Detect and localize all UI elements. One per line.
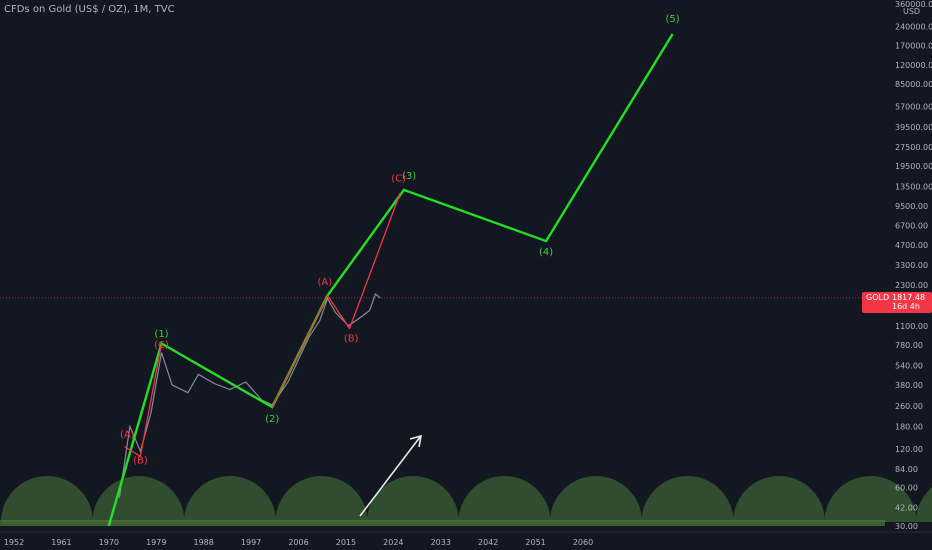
y-tick-label: 260.00 — [895, 402, 923, 411]
semicircle — [824, 476, 917, 522]
x-tick-label: 1988 — [193, 538, 213, 547]
y-tick-label: 2300.00 — [895, 281, 928, 290]
abc-correction-line — [271, 192, 401, 408]
y-tick-label: 360000.00 — [895, 0, 932, 9]
current-price-tag[interactable]: GOLD 1817.48 16d 4h — [862, 292, 932, 313]
y-tick-label: 85000.00 — [895, 80, 932, 89]
semicircle — [458, 476, 551, 522]
semicircle — [1, 476, 93, 522]
y-tick-label: 42.00 — [895, 503, 918, 512]
x-tick-label: 1952 — [4, 538, 24, 547]
x-tick-label: 1997 — [241, 538, 261, 547]
y-tick-label: 380.00 — [895, 381, 923, 390]
wave-number-label: (2) — [265, 414, 279, 425]
wave-number-label: (4) — [539, 247, 553, 258]
y-tick-label: 540.00 — [895, 361, 923, 370]
x-tick-label: 2051 — [525, 538, 545, 547]
abc-label: (B) — [344, 333, 359, 344]
x-tick-label: 2033 — [431, 538, 451, 547]
semicircle — [641, 476, 734, 522]
y-tick-label: 780.00 — [895, 341, 923, 350]
wave-labels: (1) (2) (3) (4) (5) (A) (B) (C) (A) (B) (C) — [120, 14, 680, 467]
abc-label: (C) — [391, 173, 406, 184]
y-tick-label: 6700.00 — [895, 221, 928, 230]
x-tick-label: 1961 — [51, 538, 71, 547]
price-axis: 360000.00 240000.00 170000.00 120000.00 8500… — [895, 0, 932, 531]
abc-correction-line — [124, 343, 163, 458]
x-tick-label: 2042 — [478, 538, 498, 547]
y-tick-label: 3300.00 — [895, 261, 928, 270]
y-tick-label: 13500.00 — [895, 182, 932, 191]
y-tick-label: 39500.00 — [895, 123, 932, 132]
y-tick-label: 60.00 — [895, 483, 918, 492]
y-tick-label: 170000.00 — [895, 42, 932, 51]
abc-label: (A) — [318, 277, 333, 288]
green-semicircle-band — [0, 476, 932, 526]
abc-label: (B) — [133, 456, 148, 467]
x-tick-label: 2006 — [288, 538, 308, 547]
y-tick-label: 19500.00 — [895, 162, 932, 171]
semicircle — [733, 476, 825, 522]
y-tick-label: 1100.00 — [895, 322, 928, 331]
y-tick-label: 30.00 — [895, 522, 918, 531]
abc-label: (A) — [120, 429, 135, 440]
symbol-label: GOLD — [866, 293, 890, 302]
y-tick-label: 27500.00 — [895, 143, 932, 152]
y-tick-label: 84.00 — [895, 465, 918, 474]
semicircle — [367, 476, 459, 522]
y-tick-label: 57000.00 — [895, 102, 932, 111]
y-tick-label: 4700.00 — [895, 241, 928, 250]
wave-number-label: (5) — [665, 14, 679, 25]
x-tick-label: 2060 — [573, 538, 593, 547]
axis-unit-label: USD — [903, 7, 921, 16]
y-tick-label: 120.00 — [895, 445, 923, 454]
wave-number-label: (3) — [402, 171, 416, 182]
price-series — [118, 293, 381, 498]
y-tick-label: 9500.00 — [895, 202, 928, 211]
semicircle — [550, 476, 642, 522]
semicircle — [916, 487, 932, 522]
time-axis: 1952 1961 1970 1979 1988 1997 2006 2015 2024 2033… — [0, 531, 932, 547]
x-tick-label: 2015 — [336, 538, 356, 547]
price-value: 1817.48 — [892, 293, 926, 302]
semicircle-base — [0, 520, 885, 526]
gold-price-line — [118, 293, 381, 498]
x-tick-label: 1979 — [146, 538, 166, 547]
y-tick-label: 180.00 — [895, 422, 923, 431]
x-tick-label: 1970 — [99, 538, 119, 547]
semicircle — [184, 476, 276, 522]
wave-number-label: (1) — [154, 329, 168, 340]
semicircle — [92, 476, 185, 522]
wave-lines — [107, 33, 674, 527]
abc-label: (C) — [154, 340, 169, 351]
semicircle — [275, 476, 368, 522]
chart-title: CFDs on Gold (US$ / OZ), 1M, TVC — [4, 4, 175, 15]
up-arrow — [359, 434, 423, 517]
y-tick-label: 240000.00 — [895, 23, 932, 32]
y-tick-label: 120000.00 — [895, 61, 932, 70]
x-tick-label: 2024 — [383, 538, 403, 547]
bar-countdown: 16d 4h — [892, 302, 920, 311]
impulse-wave-line — [107, 33, 674, 527]
